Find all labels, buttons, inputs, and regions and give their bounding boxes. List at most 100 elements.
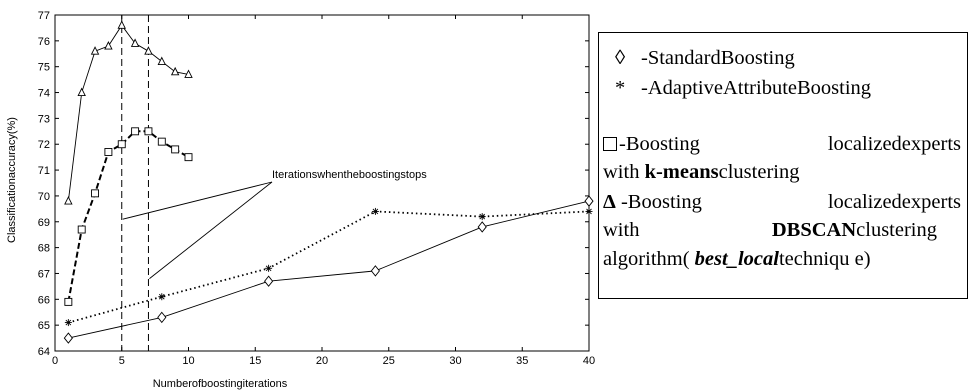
data-point-triangle	[130, 38, 140, 47]
data-point-diamond	[370, 265, 380, 277]
x-tick-label: 35	[516, 355, 528, 367]
legend-word: with	[603, 219, 640, 241]
data-point-square	[64, 297, 73, 306]
y-tick-label: 68	[38, 243, 50, 255]
x-tick-label: 10	[182, 355, 194, 367]
legend-entry-standard-boosting: ◊ -StandardBoosting	[615, 47, 795, 70]
triangle-icon: Δ	[603, 191, 616, 213]
series-line	[67, 24, 189, 202]
y-tick-label: 77	[38, 10, 50, 22]
data-point-square	[117, 140, 126, 149]
legend-word: -Boosting	[620, 191, 702, 213]
series-asterisk	[64, 207, 593, 327]
legend-label: -StandardBoosting	[641, 47, 795, 69]
legend-entry-dbscan-line1: Δ -Boosting localizedexperts	[603, 191, 961, 214]
data-point-triangle	[157, 56, 167, 65]
series-group	[63, 20, 594, 344]
data-point-triangle	[144, 46, 153, 55]
x-tick-label: 25	[383, 355, 395, 367]
series-square	[64, 127, 193, 306]
y-tick-label: 69	[38, 217, 50, 229]
y-tick-label: 71	[38, 165, 50, 177]
legend-word: clustering	[718, 161, 800, 183]
legend-word-bold: k-means	[644, 161, 719, 183]
data-point-square	[157, 137, 166, 146]
square-icon	[603, 137, 617, 151]
legend-word: clustering	[856, 219, 937, 241]
y-tick-label: 70	[38, 191, 50, 203]
y-tick-label: 76	[38, 36, 50, 48]
y-axis-label: Classificationaccuracy(%)	[6, 117, 18, 243]
asterisk-stroke	[158, 293, 165, 300]
legend-word: techniqu e)	[778, 248, 871, 270]
legend-word-bold-italic: best_local	[694, 248, 779, 270]
data-point-asterisk	[478, 213, 486, 221]
x-tick-label: 20	[316, 355, 328, 367]
x-tick-label: 30	[449, 355, 461, 367]
data-point-asterisk	[265, 264, 273, 272]
diamond-icon: ◊	[615, 47, 626, 69]
series-line	[68, 210, 590, 324]
x-tick-label: 5	[119, 355, 125, 367]
legend-entry-kmeans-line2: with k-meansclustering	[603, 161, 799, 184]
data-point-square	[77, 225, 86, 234]
legend-entry-dbscan-line2: with DBSCANclustering	[603, 219, 937, 242]
series-line	[68, 200, 590, 339]
data-point-triangle	[184, 69, 193, 78]
x-axis-label: Numberofboostingiterations	[153, 378, 288, 390]
series-triangle	[64, 20, 193, 205]
asterisk-stroke	[265, 265, 272, 272]
data-point-square	[184, 153, 193, 162]
data-point-triangle	[170, 66, 180, 76]
legend-entry-kmeans-line1: -Boosting localizedexperts	[603, 133, 961, 156]
asterisk-stroke	[65, 319, 72, 326]
series-diamond	[63, 195, 594, 344]
y-tick-label: 75	[38, 62, 50, 74]
y-tick-label: 74	[38, 88, 50, 100]
data-point-triangle	[90, 46, 100, 55]
data-point-diamond	[264, 275, 274, 287]
asterisk-stroke	[586, 208, 592, 215]
x-tick-label: 40	[583, 355, 595, 367]
data-point-square	[104, 148, 113, 156]
data-point-triangle	[104, 41, 113, 50]
annotation-leader	[122, 181, 273, 220]
annotation-text: Iterationswhentheboostingstops	[272, 169, 427, 181]
data-point-asterisk	[371, 207, 379, 215]
data-point-asterisk	[64, 319, 72, 327]
legend: ◊ -StandardBoosting * -AdaptiveAttributeBo…	[598, 32, 968, 299]
y-tick-label: 72	[38, 139, 50, 151]
y-tick-label: 64	[38, 346, 50, 358]
data-point-diamond	[584, 195, 594, 207]
data-point-square	[91, 189, 100, 198]
data-point-diamond	[63, 332, 73, 344]
legend-label: -AdaptiveAttributeBoosting	[641, 77, 872, 99]
legend-entry-adaptive-attribute-boosting: * -AdaptiveAttributeBoosting	[615, 77, 871, 100]
asterisk-stroke	[372, 208, 379, 215]
data-point-square	[144, 127, 153, 136]
legend-word: algorithm(	[603, 248, 695, 270]
y-tick-label: 66	[38, 294, 50, 306]
y-tick-label: 73	[38, 113, 50, 125]
y-tick-label: 65	[38, 320, 50, 332]
legend-word: localizedexperts	[827, 133, 961, 155]
data-point-diamond	[477, 221, 487, 233]
data-point-square	[131, 127, 140, 136]
legend-word: with	[603, 161, 645, 183]
data-point-square	[171, 145, 180, 154]
data-point-triangle	[64, 196, 73, 205]
series-line	[67, 130, 190, 303]
x-tick-label: 0	[52, 355, 58, 367]
stop-markers	[121, 15, 149, 351]
legend-word: localizedexperts	[827, 191, 961, 213]
legend-word-bold: DBSCAN	[771, 219, 857, 241]
legend-entry-dbscan-line3: algorithm( best_localtechniqu e)	[603, 248, 871, 271]
annotation-group: Iterationswhentheboostingstops	[122, 169, 427, 279]
data-point-diamond	[157, 311, 167, 324]
asterisk-stroke	[479, 213, 486, 220]
legend-word: -Boosting	[619, 133, 700, 155]
annotation-leader	[149, 181, 273, 279]
data-point-asterisk	[585, 207, 593, 215]
x-tick-label: 15	[249, 355, 261, 367]
